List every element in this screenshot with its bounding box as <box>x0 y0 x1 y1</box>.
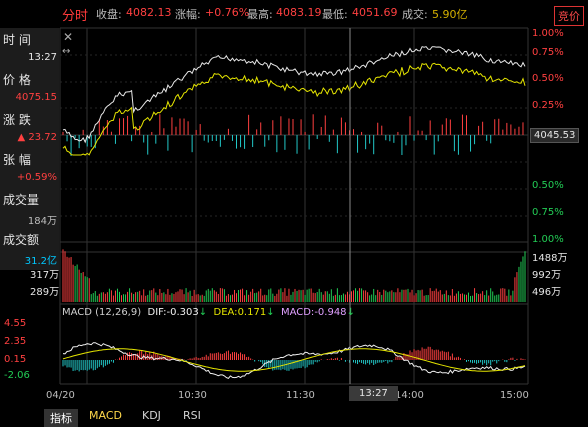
dea-label: DEA: <box>213 307 238 318</box>
tab-rsi[interactable]: RSI <box>183 409 201 422</box>
change-value: +0.76% <box>205 6 250 19</box>
volume-value: 5.90亿 <box>432 8 468 21</box>
macd-tick: -2.06 <box>4 370 30 381</box>
macd-tick: 0.15 <box>4 354 27 365</box>
dea-line <box>62 348 526 372</box>
arrow-down-icon: ↓ <box>266 307 275 318</box>
volume-axis-left: 289万 <box>30 287 60 298</box>
change-label: 涨 跌 <box>3 113 31 127</box>
auction-badge[interactable]: 竞价 <box>554 6 584 26</box>
dif-label: DIF: <box>147 307 167 318</box>
time-axis-label: 15:00 <box>500 390 529 401</box>
volume-axis-left: 317万 <box>30 270 60 281</box>
tab-indicator[interactable]: 指标 <box>44 409 78 427</box>
info-panel: 时 间 13:27 价 格 4075.15 涨 跌 ▲ 23.72 张 幅 +0… <box>0 28 59 270</box>
volume-axis-right: 1488万 <box>532 253 568 264</box>
high-value: 4083.19 <box>276 6 322 19</box>
pct-value: +0.59% <box>16 172 57 183</box>
arrow-up-icon: ▲ <box>17 132 29 143</box>
pct-axis-label: 0.50% <box>532 73 564 84</box>
tab-kdj[interactable]: KDJ <box>142 409 161 422</box>
quote-header: 分时 收盘: 4082.13 涨幅: +0.76% 最高: 4083.19 最低… <box>0 0 588 28</box>
macd-tick: 2.35 <box>4 336 27 347</box>
amount-value: 31.2亿 <box>24 256 57 267</box>
price-line <box>62 46 526 144</box>
pct-label: 张 幅 <box>3 153 31 167</box>
pct-axis-label: 1.00% <box>532 234 564 245</box>
cursor-time-label: 13:27 <box>349 386 398 401</box>
price-label: 价 格 <box>3 73 31 87</box>
pct-axis-label: 0.25% <box>532 100 564 111</box>
tab-macd[interactable]: MACD <box>89 409 122 422</box>
dif-line <box>62 342 526 380</box>
pct-axis-label: 0.75% <box>532 47 564 58</box>
volume-axis-right: 496万 <box>532 287 562 298</box>
amount-label: 成交额 <box>3 233 40 247</box>
macd-title: MACD (12,26,9) <box>62 307 142 318</box>
macd-header: MACD (12,26,9) DIF:-0.303↓ DEA:0.171↓ MA… <box>62 307 355 318</box>
macd-histogram <box>62 346 526 372</box>
volume-axis-right: 992万 <box>532 270 562 281</box>
pct-axis-label: 0.75% <box>532 207 564 218</box>
volume-bars <box>62 249 526 302</box>
pct-axis-label: 1.00% <box>532 28 564 39</box>
arrow-down-icon: ↓ <box>346 307 355 318</box>
time-value: 13:27 <box>28 52 57 63</box>
low-label: 最低: <box>322 8 348 21</box>
close-label: 收盘: <box>96 8 122 21</box>
arrow-down-icon: ↓ <box>198 307 208 318</box>
pct-axis-label: 0.50% <box>532 180 564 191</box>
chart-grid <box>59 27 529 385</box>
high-label: 最高: <box>247 8 273 21</box>
average-price-line <box>62 62 526 156</box>
macd-value: -0.948 <box>314 307 347 318</box>
volume-label: 成交: <box>402 8 428 21</box>
dea-value: 0.171 <box>237 307 267 318</box>
base-price-label: 4045.53 <box>530 128 580 143</box>
close-value: 4082.13 <box>126 6 172 19</box>
price-value: 4075.15 <box>15 92 57 103</box>
time-axis-label: 14:00 <box>395 390 424 401</box>
volume-label: 成交量 <box>3 193 40 207</box>
macd-tick: 4.55 <box>4 318 27 329</box>
close-icon[interactable]: ✕ <box>63 30 74 44</box>
time-label: 时 间 <box>3 33 31 47</box>
dif-value: -0.303 <box>166 307 199 318</box>
time-axis-label: 10:30 <box>178 390 207 401</box>
change-value-row: ▲ 23.72 <box>17 132 57 143</box>
price-histogram-bars <box>62 114 524 156</box>
low-value: 4051.69 <box>352 6 398 19</box>
time-axis-label: 11:30 <box>286 390 315 401</box>
volume-value: 184万 <box>27 216 57 227</box>
macd-label: MACD: <box>280 307 315 318</box>
time-axis-label: 04/20 <box>46 390 75 401</box>
chart-mode-tab[interactable]: 分时 <box>62 9 89 24</box>
change-label: 涨幅: <box>175 8 201 21</box>
expand-icon[interactable]: ↔ <box>62 46 71 57</box>
